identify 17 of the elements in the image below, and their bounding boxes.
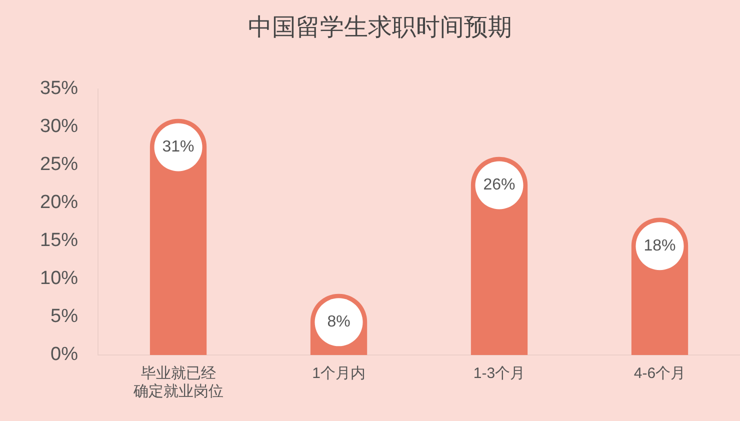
y-tick-label: 20% [40,192,78,214]
x-tick-label: 毕业就已经确定就业岗位 [132,365,224,400]
y-tick-label: 25% [40,154,78,176]
x-tick-label: 4-6个月 [634,365,686,382]
y-tick-label: 35% [40,78,78,100]
chart-title: 中国留学生求职时间预期 [248,14,512,42]
y-tick-label: 30% [40,116,78,138]
y-tick-label: 10% [40,268,78,290]
data-label: 31% [162,138,194,156]
y-tick-label: 0% [50,344,78,366]
data-label: 18% [644,238,676,255]
data-label: 26% [483,176,516,194]
y-tick-label: 5% [50,306,78,328]
data-label: 8% [327,314,350,331]
x-tick-label: 1个月内 [312,365,366,382]
x-tick-label: 1-3个月 [473,365,526,382]
y-tick-label: 15% [40,230,78,252]
